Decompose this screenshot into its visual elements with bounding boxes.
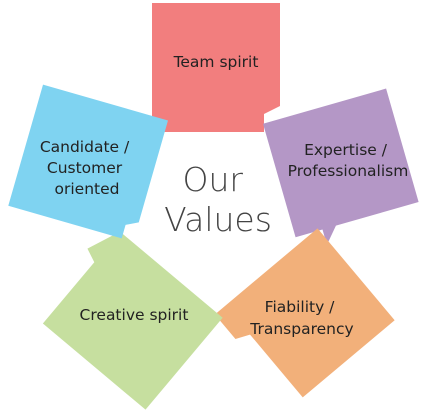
fiability-label: Fiability / Transparency (249, 298, 353, 338)
candidate-customer-label: Candidate / Customer oriented (40, 138, 134, 198)
team-spirit-shape (152, 3, 280, 132)
team-spirit-label: Team spirit (173, 53, 259, 71)
fiability-shape (214, 228, 395, 398)
creative-spirit-label: Creative spirit (80, 306, 189, 324)
expertise-label: Expertise / Professionalism (288, 141, 409, 180)
expertise-shape (263, 88, 419, 245)
creative-spirit-shape (42, 231, 223, 410)
candidate-customer-shape (8, 84, 168, 239)
center-title: Our Values (164, 160, 272, 239)
